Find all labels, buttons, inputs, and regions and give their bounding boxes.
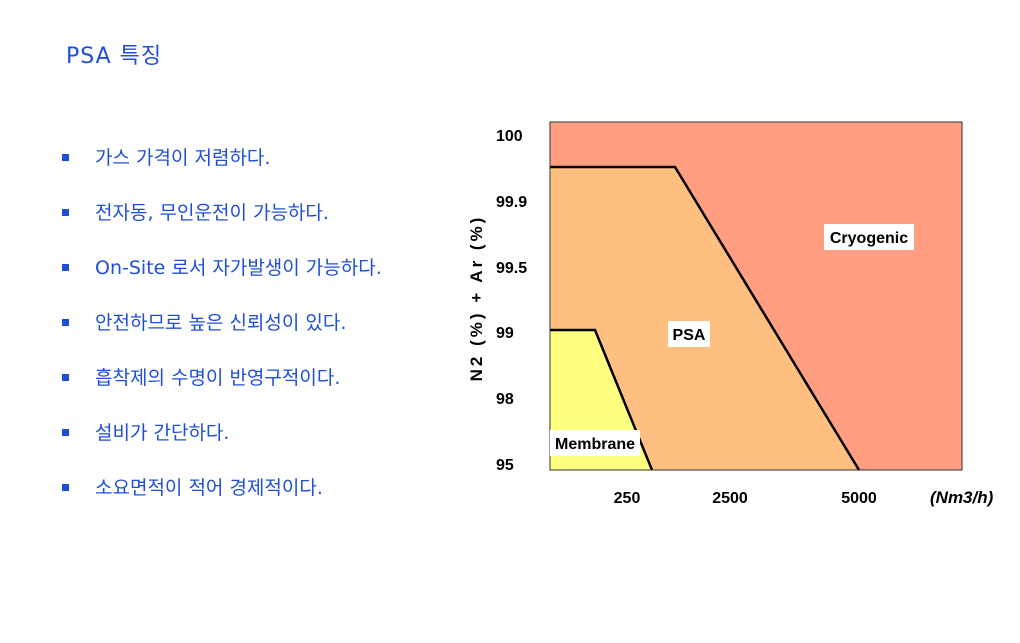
y-tick-label: 99.9 <box>496 194 527 211</box>
y-axis-label: N2 (%) + Ar (%) <box>467 215 486 382</box>
square-bullet-icon <box>62 264 69 271</box>
chart-svg: 100 99.9 99.5 99 98 95 250 2500 5000 (Nm… <box>467 121 994 507</box>
y-tick-label: 99 <box>496 325 514 342</box>
x-tick-label: 2500 <box>712 490 748 507</box>
list-item-text: 설비가 간단하다. <box>95 422 230 444</box>
list-item: 흡착제의 수명이 반영구적이다. <box>62 362 382 417</box>
list-item: 가스 가격이 저렴하다. <box>62 142 382 197</box>
psa-boundary-line <box>550 165 861 471</box>
psa-region <box>550 167 859 470</box>
psa-label: PSA <box>673 327 706 344</box>
y-tick-label: 95 <box>496 457 514 474</box>
square-bullet-icon <box>62 374 69 381</box>
list-item: 설비가 간단하다. <box>62 417 382 472</box>
square-bullet-icon <box>62 154 69 161</box>
list-item-text: On-Site 로서 자가발생이 가능하다. <box>95 257 382 279</box>
list-item: On-Site 로서 자가발생이 가능하다. <box>62 252 382 307</box>
y-tick-label: 99.5 <box>496 260 527 277</box>
cryogenic-label-bg <box>824 224 914 250</box>
cryogenic-label: Cryogenic <box>830 230 908 247</box>
membrane-boundary-line <box>550 328 654 471</box>
y-tick-label: 98 <box>496 391 514 408</box>
square-bullet-icon <box>62 209 69 216</box>
list-item-text: 전자동, 무인운전이 가능하다. <box>95 202 329 224</box>
list-item-text: 안전하므로 높은 신뢰성이 있다. <box>95 312 347 334</box>
purity-capacity-chart: 100 99.9 99.5 99 98 95 250 2500 5000 (Nm… <box>462 110 1012 520</box>
membrane-label: Membrane <box>555 436 635 453</box>
feature-list: 가스 가격이 저렴하다. 전자동, 무인운전이 가능하다. On-Site 로서… <box>62 142 382 527</box>
plot-frame <box>549 121 963 471</box>
x-axis-unit: (Nm3/h) <box>930 488 994 507</box>
list-item-text: 소요면적이 적어 경제적이다. <box>95 477 323 499</box>
y-tick-label: 100 <box>496 128 523 145</box>
list-item-text: 가스 가격이 저렴하다. <box>95 147 271 169</box>
list-item: 안전하므로 높은 신뢰성이 있다. <box>62 307 382 362</box>
x-tick-label: 5000 <box>841 490 877 507</box>
square-bullet-icon <box>62 319 69 326</box>
list-item: 전자동, 무인운전이 가능하다. <box>62 197 382 252</box>
list-item-text: 흡착제의 수명이 반영구적이다. <box>95 367 341 389</box>
square-bullet-icon <box>62 484 69 491</box>
page-title: PSA 특징 <box>66 44 163 69</box>
x-tick-label: 250 <box>614 490 641 507</box>
square-bullet-icon <box>62 429 69 436</box>
membrane-label-bg <box>550 430 640 456</box>
psa-label-bg <box>668 321 710 347</box>
list-item: 소요면적이 적어 경제적이다. <box>62 472 382 527</box>
